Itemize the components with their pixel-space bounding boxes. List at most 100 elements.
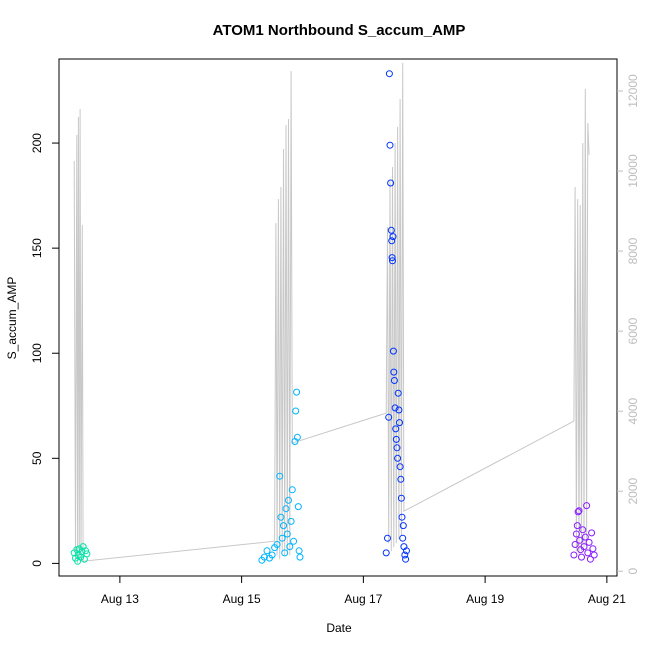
data-point (385, 413, 393, 421)
data-point (399, 522, 407, 530)
data-point (402, 555, 410, 563)
x-tick-label: Aug 13 (101, 592, 139, 606)
data-point (387, 179, 395, 187)
data-point (388, 254, 396, 262)
y2-tick-label: 8000 (626, 237, 640, 264)
data-point (392, 425, 400, 433)
data-point (586, 555, 594, 563)
data-point (390, 368, 398, 376)
data-point (388, 237, 396, 245)
data-point (401, 551, 409, 559)
data-point (394, 389, 402, 397)
data-point (581, 533, 589, 541)
data-point (393, 444, 401, 452)
y2-tick-label: 2000 (626, 477, 640, 504)
data-point (260, 553, 268, 561)
secondary-series-line (73, 62, 590, 564)
x-tick-label: Aug 17 (344, 592, 382, 606)
data-point (384, 534, 391, 542)
data-point (398, 513, 406, 521)
data-point (396, 419, 403, 427)
data-point (386, 141, 394, 149)
data-point (277, 513, 285, 521)
data-point (394, 454, 402, 462)
y-tick-label: 100 (30, 343, 44, 363)
data-point (574, 508, 582, 516)
chart-title: ATOM1 Northbound S_accum_AMP (213, 22, 466, 39)
data-point (387, 226, 395, 234)
data-point (390, 377, 398, 384)
data-point (385, 70, 393, 78)
data-point (579, 526, 587, 534)
data-point (395, 406, 403, 414)
data-point (590, 551, 598, 559)
data-point (294, 503, 302, 511)
secondary-series-layer (73, 62, 590, 564)
x-tick-label: Aug 15 (223, 592, 261, 606)
y-axis-label: S_accum_AMP (5, 277, 19, 360)
data-point (82, 547, 90, 555)
plot-frame (58, 58, 618, 577)
data-point (397, 475, 405, 483)
data-point (263, 547, 271, 555)
y2-tick-label: 6000 (626, 317, 640, 344)
x-axis-label: Date (326, 621, 352, 635)
data-point (580, 543, 588, 551)
data-point (573, 522, 581, 530)
data-point (397, 494, 405, 502)
data-point (287, 517, 295, 525)
y-tick-label: 0 (30, 560, 44, 567)
x-axis: Aug 13 Aug 15 Aug 17 Aug 19 Aug 21 (101, 575, 626, 606)
data-point (281, 549, 289, 557)
data-point (585, 538, 593, 546)
x-tick-label: Aug 19 (466, 592, 504, 606)
data-point (392, 435, 400, 443)
data-point (389, 347, 397, 355)
data-point (396, 463, 404, 471)
data-point (282, 505, 290, 513)
data-point (571, 541, 579, 548)
data-point (283, 530, 291, 538)
data-point (280, 522, 287, 530)
data-point (290, 537, 298, 545)
data-point (399, 534, 407, 542)
data-point (578, 553, 585, 561)
y2-tick-label: 12000 (626, 74, 640, 108)
data-point (273, 541, 281, 548)
data-point (403, 547, 410, 555)
data-point (583, 502, 591, 510)
points-layer (70, 70, 598, 565)
data-point (589, 545, 597, 553)
y2-tick-label: 4000 (626, 397, 640, 424)
data-point (296, 553, 304, 561)
data-point (77, 553, 85, 561)
y-tick-label: 150 (30, 238, 44, 258)
data-point (288, 486, 296, 494)
y-tick-label: 200 (30, 133, 44, 153)
data-point (278, 534, 286, 542)
data-point (83, 550, 91, 558)
data-point (293, 388, 301, 396)
data-point (570, 551, 578, 559)
data-point (285, 496, 292, 504)
data-point (286, 543, 294, 551)
y-axis: 0 50 100 150 200 (30, 133, 59, 567)
data-point (588, 529, 596, 537)
y2-tick-label: 0 (626, 568, 640, 575)
y2-axis: 0 2000 4000 6000 8000 10000 12000 (617, 74, 640, 575)
data-point (575, 507, 583, 515)
data-point (389, 233, 397, 241)
data-point (293, 433, 301, 441)
y-tick-label: 50 (30, 451, 44, 465)
data-point (276, 472, 284, 480)
data-point (382, 549, 390, 557)
data-point (584, 549, 592, 557)
data-point (292, 407, 300, 415)
y2-tick-label: 10000 (626, 154, 640, 188)
data-point (391, 404, 399, 412)
x-tick-label: Aug 21 (588, 592, 626, 606)
data-point (295, 547, 303, 555)
data-point (389, 257, 396, 265)
data-point (576, 536, 584, 544)
data-point (572, 530, 580, 538)
